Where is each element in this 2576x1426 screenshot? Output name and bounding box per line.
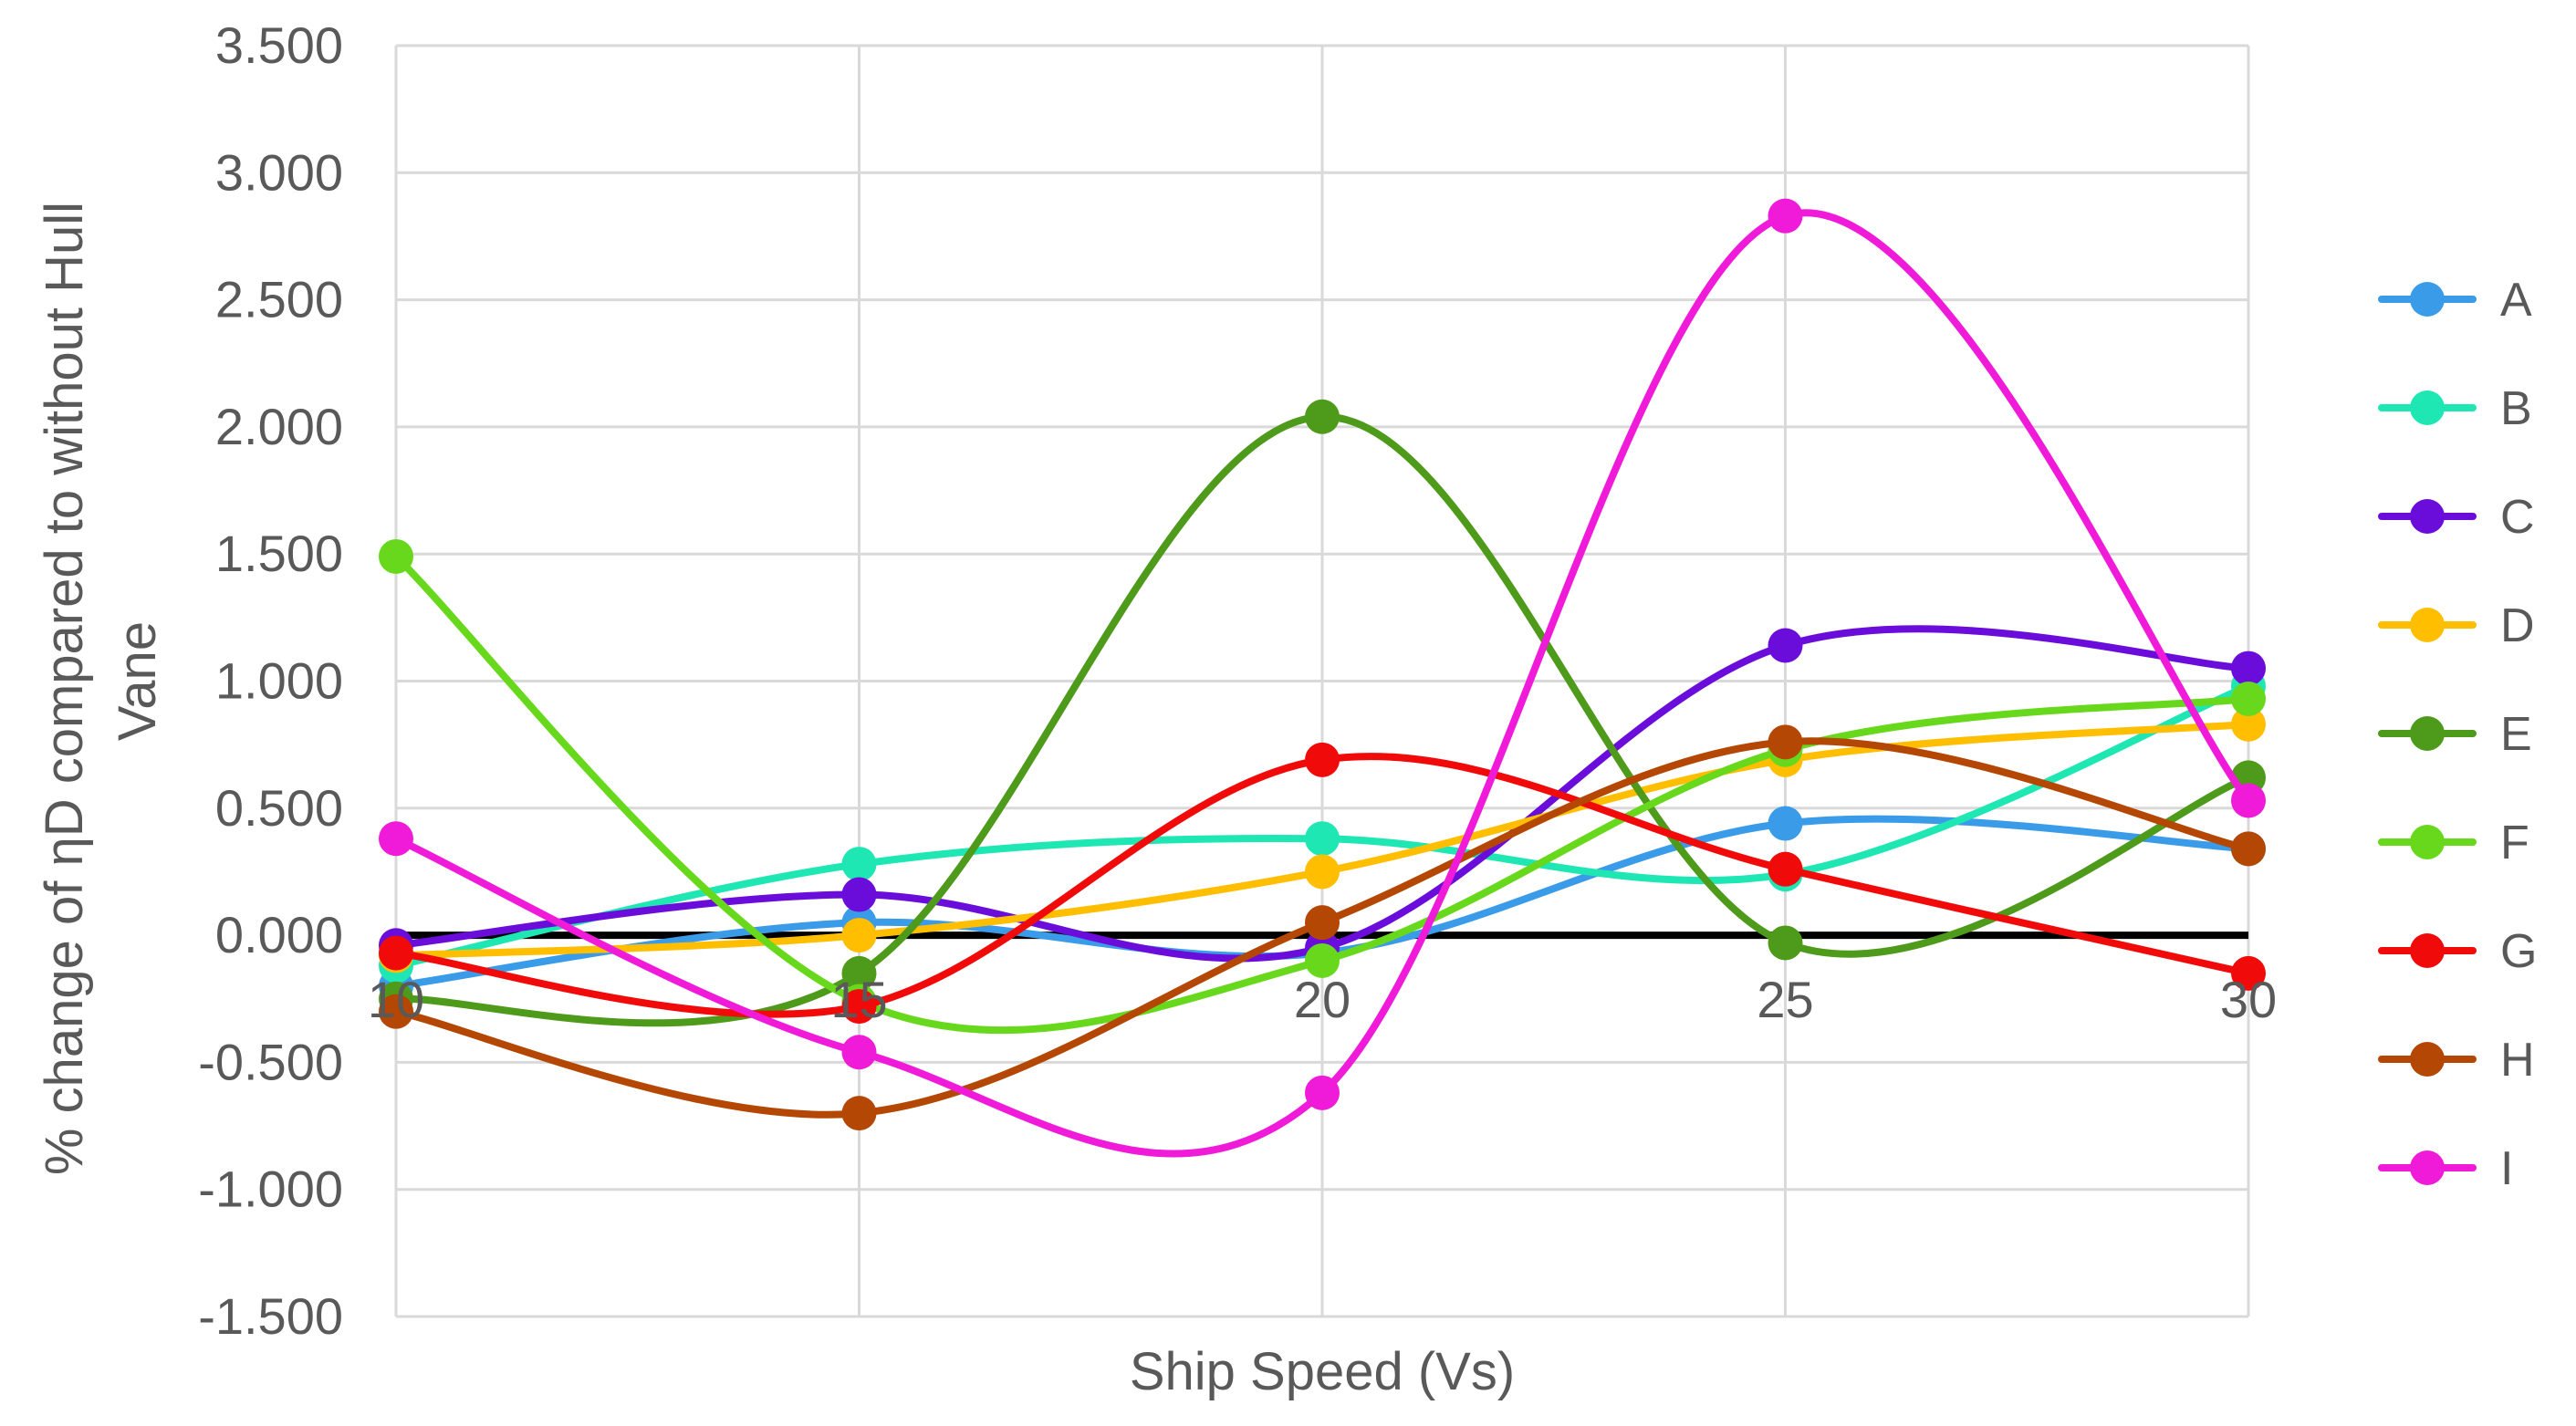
- data-point-I: [841, 1035, 877, 1070]
- data-point-A: [1768, 806, 1803, 841]
- legend-label: D: [2500, 599, 2535, 652]
- x-tick-label: 25: [1757, 971, 1813, 1028]
- data-point-D: [2231, 706, 2266, 742]
- data-point-C: [841, 877, 877, 912]
- legend-marker: [2410, 282, 2445, 317]
- y-axis-title-line-2: Vane: [108, 621, 167, 741]
- data-point-H: [1768, 724, 1803, 760]
- data-point-F: [1305, 942, 1340, 978]
- data-point-D: [841, 918, 877, 953]
- legend-marker: [2410, 390, 2445, 425]
- data-point-B: [1305, 821, 1340, 857]
- y-tick-label: -1.500: [198, 1287, 343, 1345]
- data-point-B: [841, 847, 877, 882]
- legend-label: I: [2500, 1142, 2513, 1195]
- data-point-G: [2231, 955, 2266, 991]
- series-G: [379, 742, 2266, 1025]
- data-point-G: [1768, 851, 1803, 887]
- legend-item-G: G: [2378, 925, 2537, 978]
- legend-item-A: A: [2378, 274, 2532, 327]
- data-point-C: [1768, 628, 1803, 663]
- legend-marker: [2410, 1150, 2445, 1185]
- legend-label: E: [2500, 708, 2532, 761]
- y-tick-label: 1.500: [215, 525, 343, 582]
- y-tick-label: 0.500: [215, 779, 343, 837]
- legend-item-I: I: [2378, 1142, 2513, 1195]
- y-tick-label: 0.000: [215, 906, 343, 963]
- gridlines: [394, 44, 2250, 1318]
- data-point-I: [1305, 1075, 1340, 1110]
- data-point-H: [2231, 831, 2266, 867]
- y-tick-label: 2.000: [215, 398, 343, 455]
- y-tick-label: 3.000: [215, 143, 343, 201]
- legend-item-E: E: [2378, 708, 2532, 761]
- data-point-E: [1305, 399, 1340, 434]
- legend: A B C D E F G H I: [2378, 274, 2537, 1195]
- legend-marker: [2410, 499, 2445, 534]
- legend-marker: [2410, 716, 2445, 751]
- data-point-F: [379, 538, 413, 574]
- legend-item-D: D: [2378, 599, 2535, 652]
- tick-labels: 3.500 3.000 2.500 2.000 1.500 1.000 0.500 0.000…: [198, 16, 2277, 1345]
- legend-label: G: [2500, 925, 2537, 978]
- legend-label: F: [2500, 817, 2529, 869]
- series-line-F: [392, 552, 2252, 1035]
- data-point-H: [379, 994, 413, 1029]
- x-tick-label: 10: [368, 971, 424, 1028]
- y-tick-label: 2.500: [215, 271, 343, 328]
- data-point-E: [841, 955, 877, 991]
- legend-marker: [2410, 1042, 2445, 1077]
- series-H: [379, 724, 2266, 1131]
- legend-marker: [2410, 608, 2445, 642]
- legend-label: C: [2500, 491, 2535, 544]
- data-point-I: [1768, 198, 1803, 234]
- series-I: [379, 198, 2266, 1158]
- legend-item-B: B: [2378, 382, 2532, 435]
- series-line-I: [392, 209, 2252, 1158]
- legend-item-H: H: [2378, 1034, 2535, 1087]
- x-tick-label: 20: [1294, 971, 1351, 1028]
- y-tick-label: -0.500: [198, 1033, 343, 1090]
- data-point-D: [1305, 854, 1340, 890]
- legend-marker: [2410, 933, 2445, 968]
- legend-label: H: [2500, 1034, 2535, 1087]
- x-tick-label: 15: [830, 971, 887, 1028]
- x-axis-title: Ship Speed (Vs): [1130, 1342, 1515, 1401]
- data-point-E: [1768, 925, 1803, 961]
- data-point-C: [2231, 651, 2266, 686]
- legend-marker: [2410, 825, 2445, 859]
- data-point-I: [379, 821, 413, 857]
- y-tick-label: -1.000: [198, 1161, 343, 1218]
- legend-label: B: [2500, 382, 2532, 435]
- y-axis-title: % change of ηD compared to without Hull …: [35, 187, 167, 1175]
- data-point-H: [841, 1096, 877, 1131]
- data-point-F: [2231, 682, 2266, 717]
- series-lines: [379, 198, 2266, 1158]
- x-tick-label: 30: [2220, 971, 2277, 1028]
- data-point-G: [1305, 742, 1340, 777]
- data-point-G: [379, 935, 413, 971]
- y-tick-label: 1.000: [215, 652, 343, 710]
- data-point-G: [841, 989, 877, 1025]
- data-point-H: [1305, 905, 1340, 941]
- legend-item-C: C: [2378, 491, 2535, 544]
- y-axis-title-line-1: % change of ηD compared to without Hull: [35, 202, 94, 1175]
- legend-item-F: F: [2378, 817, 2529, 869]
- y-tick-label: 3.500: [215, 16, 343, 74]
- data-point-I: [2231, 783, 2266, 818]
- legend-label: A: [2500, 274, 2532, 327]
